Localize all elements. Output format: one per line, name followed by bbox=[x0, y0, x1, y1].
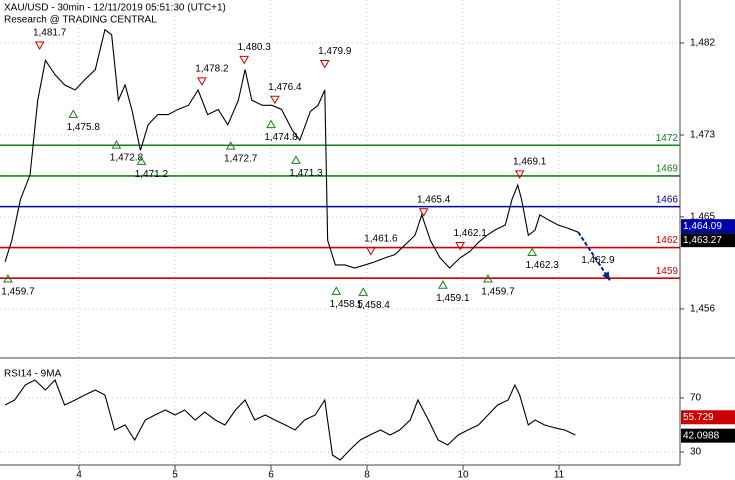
pivot-label: 1,462.1 bbox=[453, 228, 487, 239]
pivot-marker bbox=[34, 41, 45, 51]
y-tick-label: 30 bbox=[690, 447, 702, 458]
x-tick-label: 11 bbox=[554, 470, 565, 480]
pivot-label: 1,461.6 bbox=[364, 233, 398, 244]
x-tick-label: 4 bbox=[76, 470, 82, 480]
chart-title: XAU/USD - 30min - 12/11/2019 05:51:30 (U… bbox=[4, 3, 226, 14]
pivot-label: 1,472.7 bbox=[224, 154, 258, 165]
pivot-label: 1,459.7 bbox=[481, 287, 515, 298]
price-line bbox=[4, 378, 576, 461]
pivot-label: 1,458.5 bbox=[330, 299, 364, 310]
pivot-marker bbox=[438, 280, 448, 289]
x-tick-label: 6 bbox=[268, 470, 274, 480]
pivot-marker bbox=[358, 287, 369, 296]
price-tag bbox=[681, 410, 735, 425]
level-label: 1466 bbox=[656, 194, 679, 205]
level-label: 1469 bbox=[656, 164, 679, 175]
level-label: 1459 bbox=[656, 266, 679, 277]
y-tick-label: 1,456 bbox=[690, 304, 715, 315]
pivot-marker bbox=[269, 95, 280, 105]
pivot-marker bbox=[331, 286, 342, 295]
pivot-marker bbox=[527, 247, 538, 256]
pivot-marker bbox=[266, 119, 276, 129]
pivot-label: 1,478.2 bbox=[195, 63, 229, 74]
chart-subtitle: Research @ TRADING CENTRAL bbox=[4, 15, 157, 26]
pivot-label: 1,462.3 bbox=[525, 260, 559, 271]
pivot-marker bbox=[197, 77, 207, 86]
pivot-label: 1,465.4 bbox=[417, 194, 451, 205]
projection-arrow bbox=[602, 271, 610, 281]
pivot-label: 1,480.3 bbox=[237, 42, 271, 53]
price-tag bbox=[681, 428, 735, 443]
pivot-marker bbox=[136, 156, 147, 165]
pivot-marker bbox=[291, 155, 301, 164]
y-tick-label: 70 bbox=[690, 393, 702, 404]
pivot-marker bbox=[319, 59, 330, 69]
pivot-marker bbox=[455, 242, 466, 251]
pivot-label: 1,471.3 bbox=[289, 168, 323, 179]
price-tag-label: 1,464.09 bbox=[683, 221, 722, 232]
pivot-marker bbox=[418, 208, 429, 217]
price-tag bbox=[681, 233, 735, 248]
pivot-label: 1,474.8 bbox=[264, 132, 298, 143]
pivot-marker bbox=[366, 247, 376, 256]
pivot-marker bbox=[225, 141, 236, 150]
pivot-label: 1,459.7 bbox=[1, 287, 35, 298]
pivot-label: 1,475.8 bbox=[67, 122, 101, 133]
pivot-label: 1,479.9 bbox=[318, 46, 352, 57]
level-label: 1472 bbox=[656, 133, 679, 144]
price-line bbox=[4, 28, 579, 269]
pivot-label: 1,481.7 bbox=[33, 28, 67, 39]
pivot-marker bbox=[514, 170, 525, 179]
pivot-marker bbox=[111, 140, 122, 149]
pivot-marker bbox=[3, 274, 13, 283]
y-tick-label: 1,482 bbox=[690, 38, 715, 49]
x-tick-label: 5 bbox=[172, 470, 178, 480]
pivot-marker bbox=[239, 55, 250, 65]
projection-label: 1,462.9 bbox=[581, 255, 615, 266]
price-tag bbox=[681, 219, 735, 234]
x-tick-label: 8 bbox=[364, 470, 370, 480]
pivot-label: 1,471.2 bbox=[135, 169, 169, 180]
pivot-marker bbox=[483, 274, 493, 283]
pivot-label: 1,469.1 bbox=[513, 157, 547, 168]
pivot-label: 1,476.4 bbox=[268, 82, 302, 93]
pivot-marker bbox=[68, 109, 79, 118]
rsi-title: RSI14 - 9MA bbox=[4, 369, 62, 380]
pivot-label: 1,459.1 bbox=[436, 293, 470, 304]
price-tag-label: 42.0988 bbox=[683, 430, 720, 441]
pivot-label: 1,472.8 bbox=[110, 153, 144, 164]
price-tag-label: 55.729 bbox=[683, 412, 714, 423]
pivot-label: 1,458.4 bbox=[356, 300, 390, 311]
level-label: 1462 bbox=[656, 235, 679, 246]
y-tick-label: 1,473 bbox=[690, 130, 715, 141]
y-tick-label: 1,465 bbox=[690, 211, 715, 222]
x-tick-label: 10 bbox=[457, 470, 469, 480]
projection-line bbox=[577, 231, 611, 281]
price-tag-label: 1,463.27 bbox=[683, 235, 722, 246]
